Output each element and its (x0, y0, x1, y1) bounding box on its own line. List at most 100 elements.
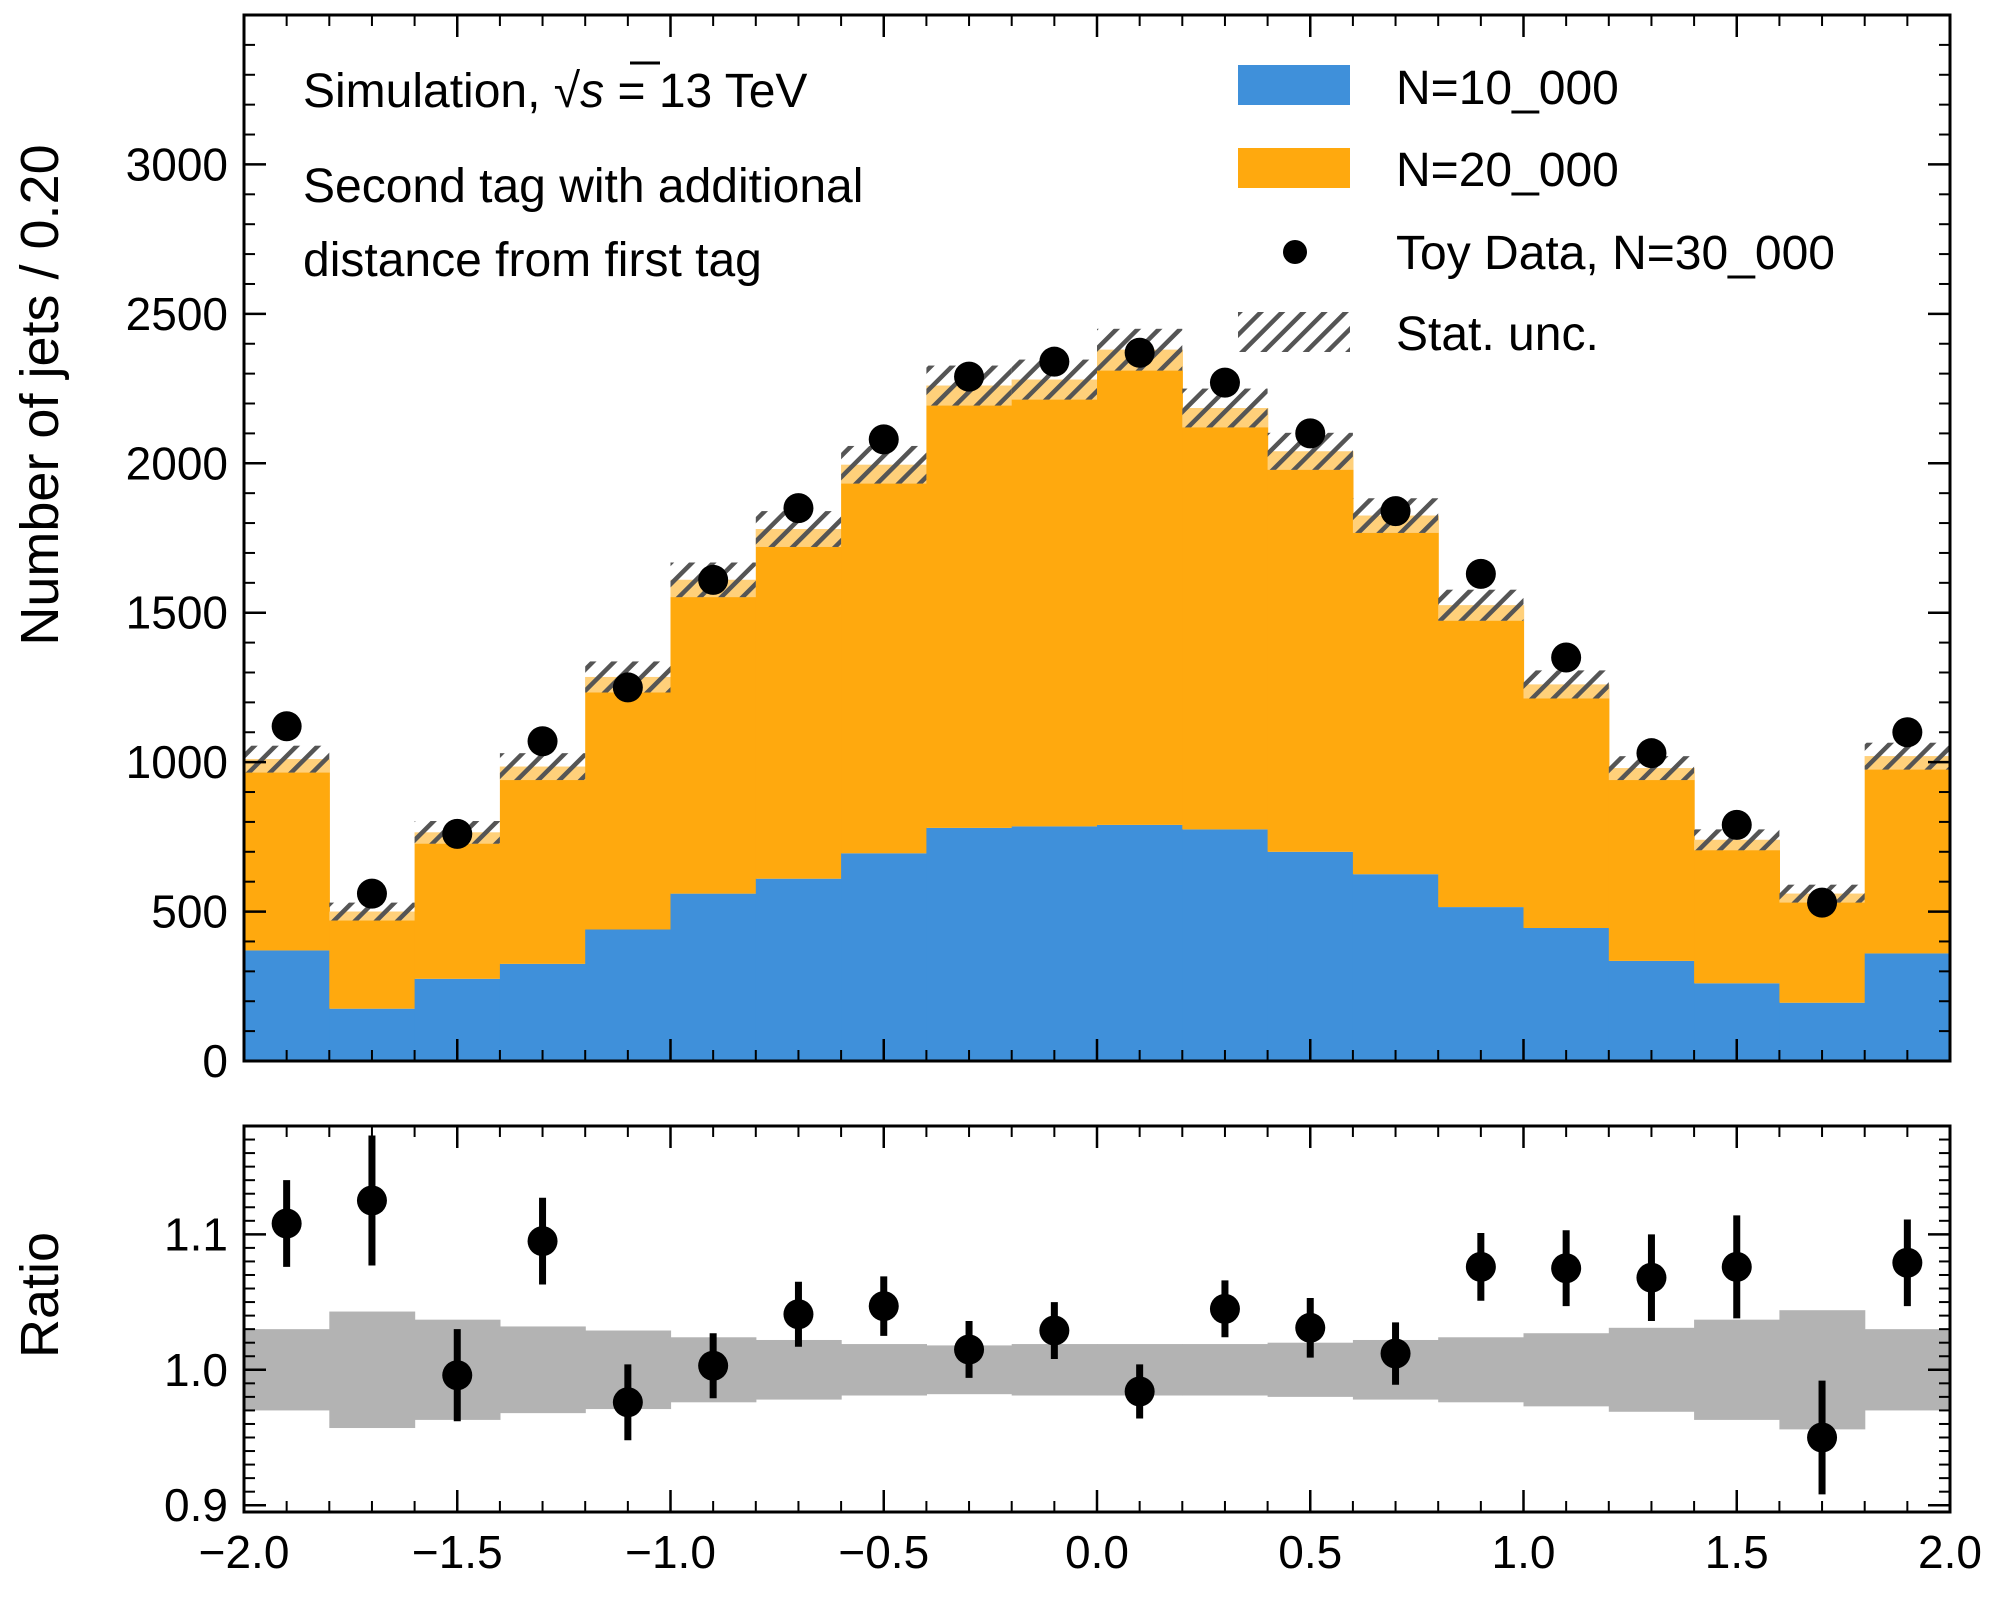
bar-n10000 (1267, 851, 1354, 1061)
y-tick-label: 1500 (126, 587, 228, 639)
ratio-point (868, 1291, 899, 1322)
main-axes: 0 500 1000 1500 2000 2500 3000 (126, 13, 1952, 1087)
ratio-point (783, 1299, 814, 1330)
bar-n20000 (1523, 684, 1610, 929)
bar-n20000 (1352, 515, 1439, 875)
x-tick-label: −0.5 (838, 1526, 929, 1578)
bar-n20000 (670, 579, 757, 894)
ratio-point (442, 1360, 473, 1391)
ratio-unc-bin (841, 1344, 927, 1396)
data-point (868, 424, 899, 455)
ratio-unc-bin (329, 1311, 416, 1429)
ratio-point (698, 1350, 729, 1381)
main-y-axis-title: Number of jets / 0.20 (10, 144, 70, 645)
ratio-unc-bin (755, 1339, 842, 1400)
ratio-point (356, 1185, 387, 1216)
ratio-axes: −2.0 −1.5 −1.0 −0.5 0.0 0.5 1.0 1.5 2.0 0.9 1.0 1.1 (164, 1124, 1982, 1578)
y-tick-label: 0 (202, 1035, 228, 1087)
legend-label-stat-unc: Stat. unc. (1396, 308, 1599, 361)
ratio-unc-bin (499, 1326, 586, 1414)
bar-n10000 (585, 929, 672, 1061)
ratio-frame (242, 1124, 1952, 1514)
bar-n20000 (414, 832, 501, 979)
legend-label-data: Toy Data, N=30_000 (1396, 227, 1835, 280)
legend-swatch-stat-unc (1238, 312, 1350, 352)
stat-unc-hatch (1523, 670, 1609, 699)
data-point (1551, 642, 1582, 673)
y-tick-label: 3000 (126, 138, 228, 190)
y-tick-label: 2500 (126, 288, 228, 340)
bar-n10000 (1182, 829, 1269, 1061)
bar-n20000 (329, 911, 416, 1009)
ratio-point (1039, 1315, 1070, 1346)
legend-swatch-n10000 (1238, 65, 1350, 105)
bar-n20000 (1011, 379, 1098, 827)
bar-n20000 (1864, 756, 1951, 954)
data-point (1636, 738, 1667, 769)
bar-n10000 (926, 827, 1013, 1061)
legend: N=10_000 N=20_000 Toy Data, N=30_000 Sta… (1238, 62, 1835, 361)
ratio-unc-bin (1438, 1337, 1525, 1403)
sqrt-s-variable: s (580, 65, 604, 118)
ratio-unc-band (244, 1310, 1951, 1430)
y-tick-label: 500 (151, 886, 228, 938)
main-data-points (271, 337, 1923, 918)
bar-n20000 (755, 529, 842, 879)
ratio-unc-bin (1182, 1344, 1269, 1396)
bar-n20000 (841, 464, 927, 854)
stat-unc-hatch (329, 902, 415, 921)
ratio-unc-bin (1523, 1333, 1610, 1407)
ratio-point (1209, 1293, 1240, 1324)
bar-n10000 (670, 893, 757, 1061)
legend-marker-data (1283, 240, 1307, 264)
y-tick-label: 1.1 (164, 1208, 228, 1260)
ratio-unc-bin (1608, 1327, 1695, 1412)
data-point (1039, 346, 1070, 377)
bar-n10000 (1438, 907, 1525, 1061)
bar-n10000 (755, 878, 842, 1061)
bar-n10000 (841, 853, 927, 1061)
annotation-suffix: = 13 TeV (604, 65, 807, 118)
bar-n20000 (1608, 768, 1695, 961)
x-tick-label: −2.0 (199, 1526, 290, 1578)
data-point (1465, 558, 1496, 589)
data-point (612, 672, 643, 703)
data-point (954, 361, 985, 392)
x-tick-label: −1.0 (625, 1526, 716, 1578)
data-point (442, 818, 473, 849)
bar-n10000 (1523, 928, 1610, 1061)
x-tick-label: 1.0 (1492, 1526, 1556, 1578)
data-point (271, 711, 302, 742)
ratio-point (1380, 1338, 1411, 1369)
x-tick-label: −1.5 (412, 1526, 503, 1578)
x-tick-label: 2.0 (1918, 1526, 1982, 1578)
data-point (1807, 887, 1838, 918)
data-point (783, 493, 814, 524)
data-point (1380, 496, 1411, 527)
bar-n10000 (1011, 826, 1098, 1061)
main-stat-unc (244, 328, 1950, 921)
annotation-block: Simulation, √s = 13 TeV Second tag with … (303, 61, 863, 287)
ratio-point (1807, 1422, 1838, 1453)
bar-n20000 (1438, 605, 1525, 908)
x-tick-label: 0.0 (1065, 1526, 1129, 1578)
bar-n20000 (1267, 451, 1354, 852)
ratio-point (527, 1226, 558, 1257)
ratio-point (1551, 1253, 1582, 1284)
ratio-point (1124, 1376, 1155, 1407)
bar-n10000 (1864, 953, 1951, 1061)
annotation-prefix: Simulation, (303, 65, 554, 118)
main-histogram (244, 349, 1951, 1061)
data-point (1124, 337, 1155, 368)
data-point (1295, 418, 1326, 449)
bar-n10000 (1097, 824, 1183, 1061)
annotation-line-3: distance from first tag (303, 234, 762, 287)
annotation-line-2: Second tag with additional (303, 160, 863, 213)
bar-n20000 (244, 759, 330, 951)
annotation-line-1: Simulation, √s = 13 TeV (303, 65, 807, 118)
data-point (1209, 367, 1240, 398)
ratio-point (1295, 1312, 1326, 1343)
y-tick-label: 0.9 (164, 1479, 228, 1531)
bar-n10000 (244, 950, 330, 1061)
